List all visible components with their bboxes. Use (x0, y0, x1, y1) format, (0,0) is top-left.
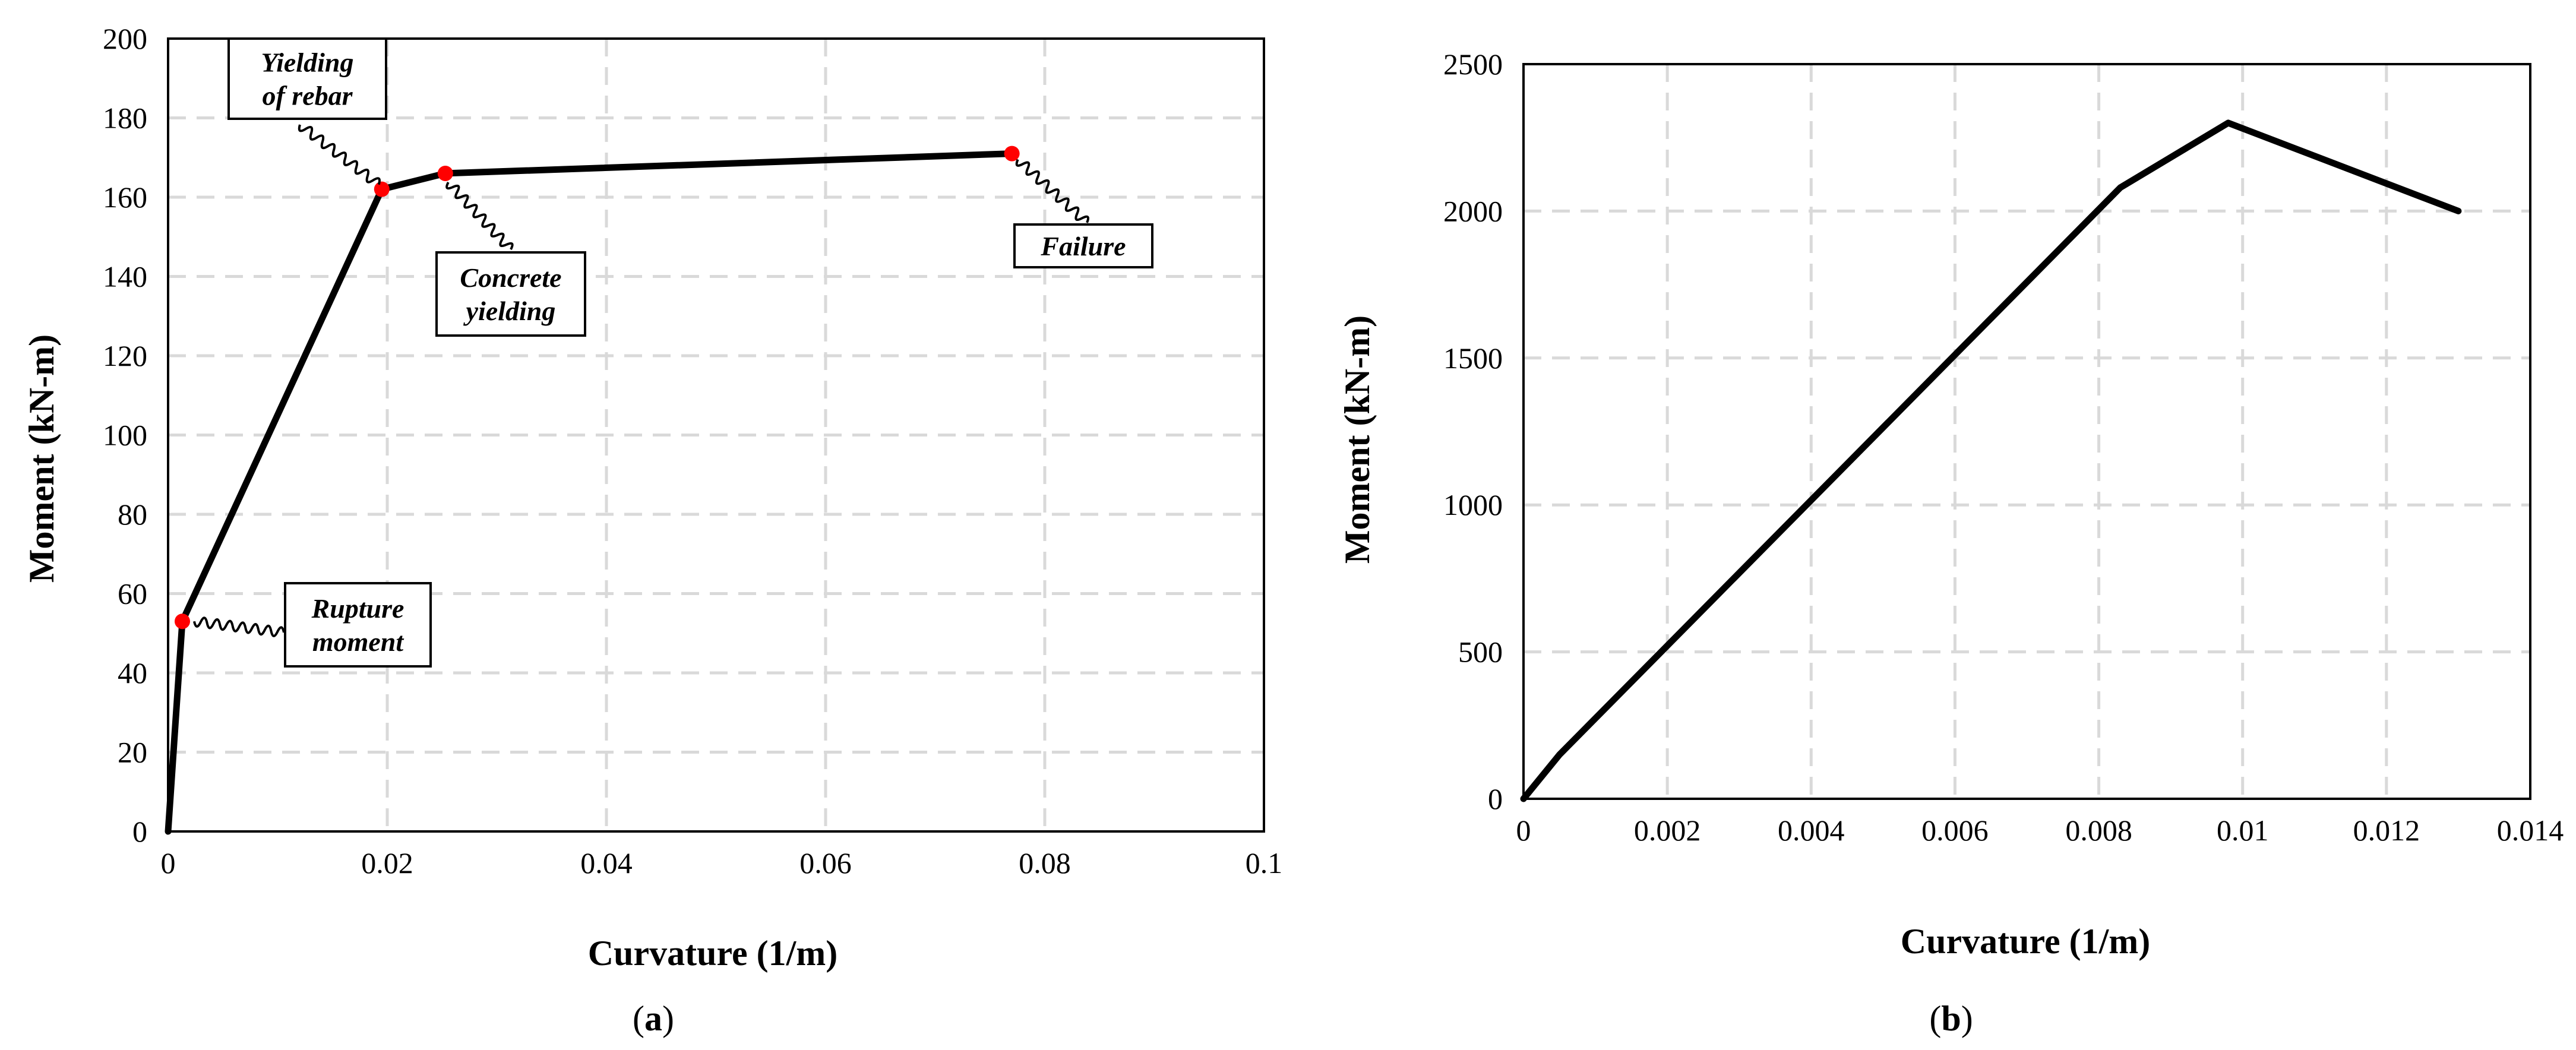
annotation-leader (298, 124, 381, 185)
annotation-text: Failure (1040, 231, 1126, 261)
y-tick-label: 60 (118, 577, 147, 611)
x-tick-label: 0.01 (2217, 814, 2269, 847)
y-tick-label: 140 (103, 260, 147, 293)
chart-a-y-ticks: 0 20 40 60 80 100 120 140 160 180 200 (103, 22, 147, 848)
annotation-box (1013, 223, 1153, 268)
x-tick-label: 0.04 (580, 846, 633, 880)
y-tick-label: 20 (118, 736, 147, 769)
chart-b-y-ticks: 0 500 1000 1500 2000 2500 (1443, 48, 1503, 815)
chart-a-ylabel: Moment (kN-m) (22, 334, 61, 583)
series-line (1520, 119, 2462, 802)
data-point-marker (1004, 146, 1020, 162)
x-tick-label: 0.08 (1019, 846, 1071, 880)
y-tick-label: 40 (118, 656, 147, 690)
x-tick-label: 0.1 (1246, 846, 1283, 880)
x-tick-label: 0 (161, 846, 176, 880)
data-point-marker (437, 165, 453, 181)
chart-b-ylabel: Moment (kN-m) (1338, 315, 1377, 564)
annotation-box (227, 37, 387, 120)
x-tick-label: 0 (1516, 814, 1531, 847)
chart-b-xlabel: Curvature (1/m) (1901, 922, 2150, 961)
annotation-text: of rebar (262, 81, 353, 111)
y-tick-label: 200 (103, 22, 147, 55)
chart-a-x-ticks: 0 0.02 0.04 0.06 0.08 0.1 (161, 846, 1283, 880)
x-tick-label: 0.02 (361, 846, 413, 880)
data-point-marker (174, 613, 190, 630)
y-tick-label: 2000 (1443, 194, 1503, 227)
x-tick-label: 0.014 (2497, 814, 2564, 847)
chart-b: 0 0.002 0.004 0.006 0.008 0.01 0.012 0.014 0 500… (1338, 48, 2564, 1038)
plot-area (1524, 64, 2530, 799)
annotation-text: Yielding (261, 48, 354, 78)
annotation-text: Concrete (460, 262, 561, 293)
annotation-failure: Failure (1013, 223, 1153, 268)
y-tick-label: 0 (1488, 782, 1503, 815)
y-tick-label: 160 (103, 181, 147, 214)
annotation-leader (193, 616, 285, 637)
chart-b-panel-label: (b) (1929, 999, 1973, 1038)
y-tick-label: 80 (118, 498, 147, 531)
y-tick-label: 500 (1458, 635, 1503, 669)
y-tick-label: 2500 (1443, 48, 1503, 81)
x-tick-label: 0.012 (2353, 814, 2420, 847)
y-tick-label: 1000 (1443, 488, 1503, 521)
plot-frame (167, 37, 1265, 833)
x-tick-label: 0.004 (1778, 814, 1845, 847)
y-tick-label: 100 (103, 419, 147, 452)
annotation-text: moment (312, 627, 404, 657)
annotation-text: yielding (463, 296, 556, 326)
annotation-box (435, 251, 586, 337)
chart-b-series (1520, 119, 2462, 802)
chart-a-xlabel: Curvature (1/m) (588, 934, 837, 973)
x-tick-label: 0.008 (2065, 814, 2132, 847)
annotation-leader (1015, 159, 1089, 223)
x-tick-label: 0.006 (1921, 814, 1989, 847)
plot-frame (1522, 63, 2531, 800)
y-tick-label: 180 (103, 102, 147, 135)
annotation-box (284, 582, 432, 668)
x-tick-label: 0.06 (799, 846, 852, 880)
chart-b-grid (1522, 63, 2531, 800)
y-tick-label: 1500 (1443, 341, 1503, 375)
x-tick-label: 0.002 (1634, 814, 1701, 847)
chart-a-panel-label: (a) (633, 999, 674, 1038)
y-tick-label: 0 (132, 815, 147, 848)
data-point-marker (374, 181, 390, 197)
y-tick-label: 120 (103, 339, 147, 372)
chart-a-markers (174, 146, 1020, 630)
annotation-text: Rupture (311, 593, 404, 624)
chart-b-x-ticks: 0 0.002 0.004 0.006 0.008 0.01 0.012 0.014 (1516, 814, 2564, 847)
chart-a-grid (167, 37, 1265, 833)
annotation-leader (445, 182, 514, 250)
